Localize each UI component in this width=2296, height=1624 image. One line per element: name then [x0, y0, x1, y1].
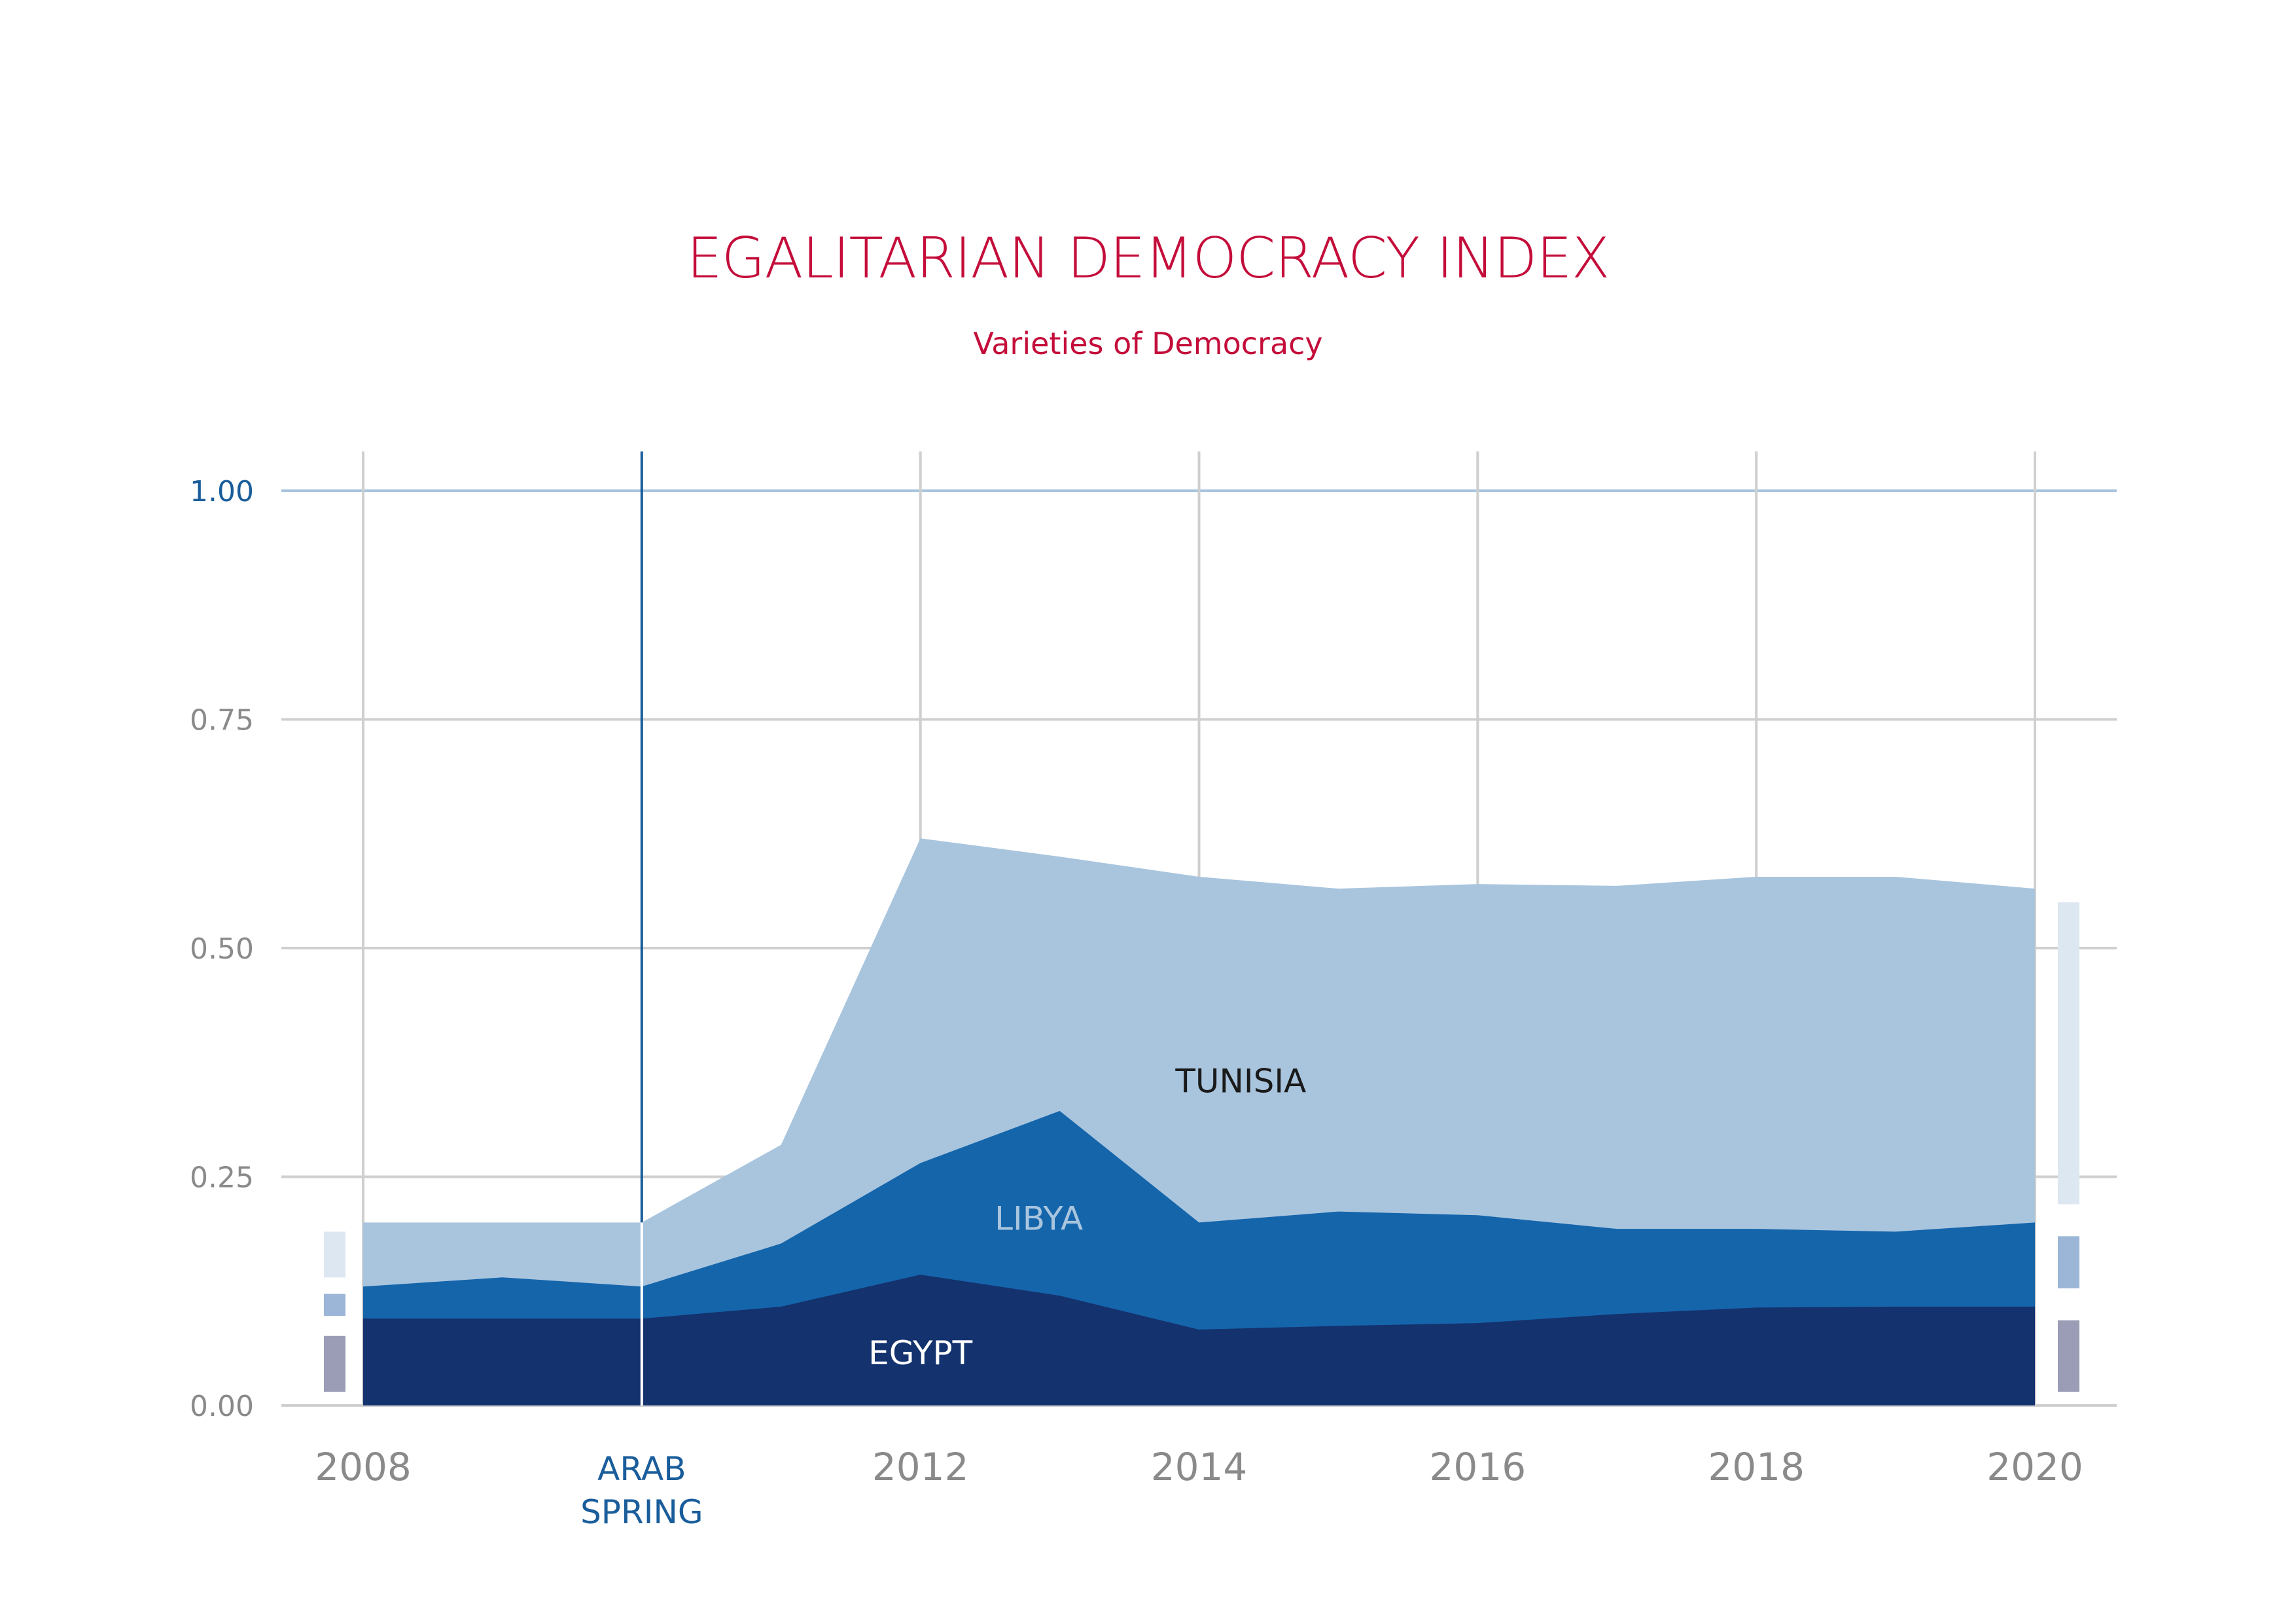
y-tick-label: 0.00	[190, 1390, 254, 1423]
y-tick-label: 0.25	[190, 1161, 254, 1195]
series-label-egypt: EGYPT	[868, 1334, 973, 1372]
x-tick-label: 2014	[1151, 1445, 1248, 1489]
y-tick-label: 0.75	[190, 704, 254, 737]
series-labels: TUNISIA LIBYA EGYPT	[868, 1063, 1306, 1372]
event-label-line: SPRING	[580, 1493, 703, 1531]
x-tick-label: 2012	[872, 1445, 969, 1489]
y-tick-label: 1.00	[190, 475, 254, 508]
y-axis-ticks: 0.00 0.25 0.50 0.75 1.00	[190, 475, 254, 1423]
chart-subtitle: Varieties of Democracy	[973, 326, 1323, 361]
series-label-tunisia: TUNISIA	[1174, 1063, 1306, 1101]
range-bars	[324, 902, 2079, 1392]
range-bar-right-tunisia	[2058, 902, 2079, 1205]
range-bar-right-egypt	[2058, 1320, 2079, 1392]
event-label-line: ARAB	[597, 1450, 686, 1488]
x-tick-label: 2008	[315, 1445, 412, 1489]
range-bar-left-libya	[324, 1294, 345, 1316]
x-axis-ticks: 2008 ARAB SPRING 2012 2014 2016 2018 2020	[315, 1445, 2083, 1531]
area-egypt	[363, 1275, 2035, 1405]
range-bar-left-egypt	[324, 1335, 345, 1392]
series-label-libya: LIBYA	[995, 1199, 1083, 1237]
area-series	[363, 838, 2035, 1405]
event-label-arab-spring: ARAB SPRING	[580, 1450, 703, 1531]
range-bar-right-libya	[2058, 1236, 2079, 1289]
range-bar-left-tunisia	[324, 1231, 345, 1278]
x-tick-label: 2020	[1987, 1445, 2083, 1489]
x-tick-label: 2016	[1430, 1445, 1527, 1489]
y-tick-label: 0.50	[190, 932, 254, 966]
x-tick-label: 2018	[1708, 1445, 1805, 1489]
chart-title: EGALITARIAN DEMOCRACY INDEX	[686, 226, 1610, 291]
